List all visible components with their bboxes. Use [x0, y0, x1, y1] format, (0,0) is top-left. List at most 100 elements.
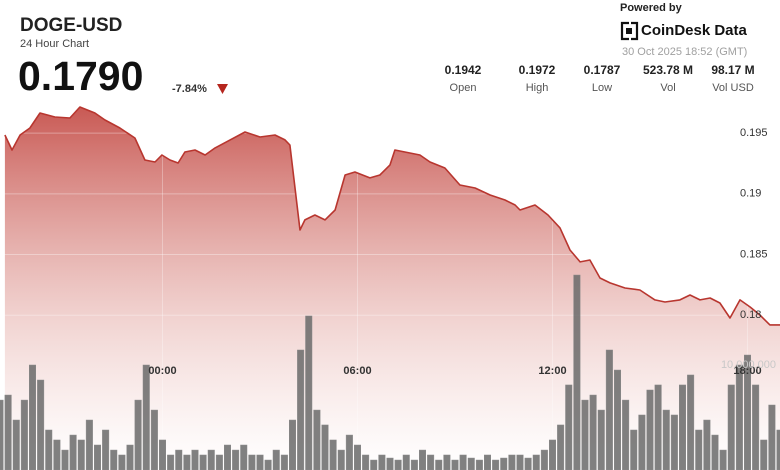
volume-bar	[280, 454, 288, 470]
volume-bar	[61, 449, 69, 470]
volume-bar	[508, 454, 516, 470]
volume-bar	[207, 449, 215, 470]
volume-bar	[443, 454, 451, 470]
volume-bar	[630, 429, 638, 470]
volume-bar	[459, 454, 467, 470]
volume-bar	[670, 414, 678, 470]
stat-label: High	[526, 82, 549, 94]
stat-value: 0.1942	[445, 63, 482, 77]
stats: 0.1942 Open 0.1972 High 0.1787 Low 523.78 M Vol…	[445, 63, 755, 94]
title: DOGE-USD	[20, 15, 122, 36]
grid-layer	[0, 100, 748, 470]
volume-bar	[638, 414, 646, 470]
volume-bar	[744, 354, 751, 470]
volume-bar	[679, 384, 686, 470]
volume-bar	[12, 419, 20, 470]
volume-bar	[248, 454, 256, 470]
volume-bar	[29, 364, 36, 470]
volume-bar	[394, 459, 402, 470]
change: -7.84%	[172, 83, 207, 95]
volume-bar	[183, 454, 191, 470]
volume-bar	[484, 454, 491, 470]
volume-bar	[410, 459, 418, 470]
volume-bar	[370, 459, 378, 470]
volume-bar	[605, 349, 613, 470]
volume-bar	[727, 384, 735, 470]
volume-bar	[646, 389, 654, 470]
volume-bar	[256, 454, 264, 470]
x-tick-label: 18:00	[733, 365, 761, 377]
volume-bar	[622, 399, 630, 470]
volume-bar	[337, 449, 345, 470]
volume-bar	[475, 459, 483, 470]
brand: CoinDesk Data	[641, 22, 748, 39]
volume-layer	[0, 274, 780, 470]
volume-bar	[776, 429, 780, 470]
volume-bar	[589, 394, 597, 470]
volume-bar	[118, 454, 126, 470]
down-arrow	[217, 84, 228, 94]
volume-bar	[695, 429, 703, 470]
label-layer: 0.18 0.185 0.19 0.195 00:00 06:00 12:00 18:0010…	[148, 127, 776, 377]
volume-bar	[362, 454, 370, 470]
volume-bar	[134, 399, 142, 470]
volume-bar	[500, 457, 508, 470]
volume-bar	[297, 349, 305, 470]
x-tick-label: 12:00	[538, 365, 566, 377]
volume-bar	[516, 454, 524, 470]
volume-bar	[386, 457, 394, 470]
y-tick-label: 0.19	[740, 188, 761, 200]
volume-bar	[760, 439, 768, 470]
volume-bar	[402, 454, 410, 470]
volume-bar	[329, 439, 337, 470]
volume-bar	[752, 384, 760, 470]
volume-bar	[289, 419, 296, 470]
volume-bar	[69, 434, 77, 470]
volume-bar	[703, 419, 711, 470]
volume-bar	[768, 404, 776, 470]
volume-bar	[20, 399, 28, 470]
volume-bar	[581, 399, 589, 470]
volume-bar	[142, 364, 150, 470]
area-layer	[4, 107, 780, 470]
volume-bar	[492, 459, 500, 470]
volume-bar	[549, 439, 556, 470]
volume-bar	[175, 449, 183, 470]
volume-bar	[0, 399, 4, 470]
stat-label: Vol USD	[712, 82, 754, 94]
stat-label: Open	[450, 82, 477, 94]
powered-by: Powered by	[620, 2, 683, 14]
volume-bar	[167, 454, 175, 470]
volume-bar	[378, 454, 386, 470]
stat-value: 0.1972	[519, 63, 556, 77]
volume-bar	[321, 424, 329, 470]
volume-bar	[191, 449, 199, 470]
volume-bar	[313, 409, 321, 470]
volume-bar	[597, 409, 605, 470]
volume-bar	[264, 459, 272, 470]
volume-bar	[53, 439, 61, 470]
volume-bar	[110, 449, 118, 470]
volume-bar	[451, 459, 459, 470]
volume-bar	[419, 449, 426, 470]
volume-bar	[532, 454, 540, 470]
volume-bar	[354, 444, 361, 470]
price-area	[4, 107, 780, 470]
stat-value: 98.17 M	[711, 63, 754, 77]
y-tick-label: 0.185	[740, 248, 768, 260]
volume-bar	[540, 449, 548, 470]
volume-bar	[240, 444, 248, 470]
volume-bar	[719, 449, 727, 470]
volume-bar	[215, 454, 223, 470]
volume-bar	[345, 434, 353, 470]
volume-bar	[4, 394, 12, 470]
stat-label: Low	[592, 82, 612, 94]
volume-bar	[150, 409, 158, 470]
subtitle: 24 Hour Chart	[20, 38, 89, 50]
stat-value: 523.78 M	[643, 63, 693, 77]
volume-bar	[435, 459, 443, 470]
volume-bar	[37, 379, 45, 470]
volume-bar	[305, 315, 313, 470]
